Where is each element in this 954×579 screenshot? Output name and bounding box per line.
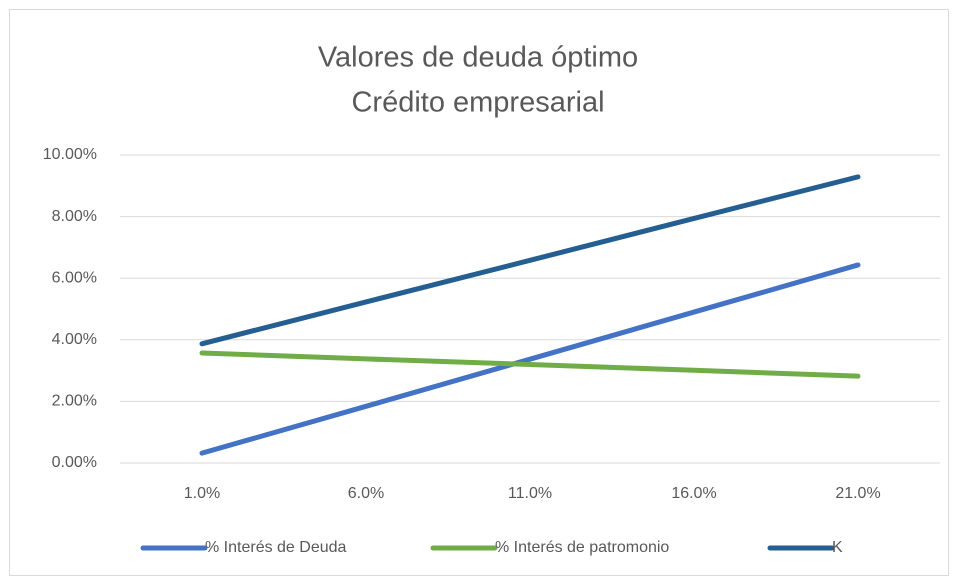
chart-title: Valores de deuda óptimo bbox=[318, 42, 638, 74]
legend-label: % Interés de Deuda bbox=[205, 539, 347, 556]
x-tick-label: 16.0% bbox=[671, 485, 716, 502]
y-tick-label: 10.00% bbox=[43, 146, 97, 163]
line-series bbox=[199, 174, 861, 347]
legend-label: K bbox=[832, 539, 843, 556]
y-tick-label: 6.00% bbox=[52, 269, 97, 286]
chart-border bbox=[9, 9, 949, 576]
x-tick-label: 21.0% bbox=[835, 485, 880, 502]
y-tick-label: 4.00% bbox=[52, 331, 97, 348]
chart-subtitle: Crédito empresarial bbox=[351, 87, 604, 119]
y-tick-label: 2.00% bbox=[52, 393, 97, 410]
y-tick-label: 0.00% bbox=[52, 454, 97, 471]
y-tick-label: 8.00% bbox=[52, 208, 97, 225]
x-tick-label: 1.0% bbox=[184, 485, 220, 502]
legend-label: % Interés de patromonio bbox=[495, 539, 669, 556]
line-series bbox=[199, 350, 861, 379]
x-tick-label: 11.0% bbox=[508, 485, 552, 502]
x-tick-label: 6.0% bbox=[348, 485, 384, 502]
line-series bbox=[199, 262, 861, 456]
